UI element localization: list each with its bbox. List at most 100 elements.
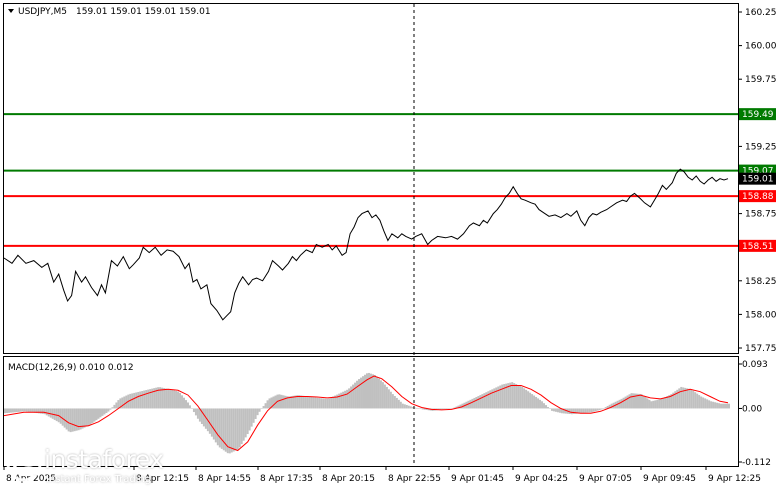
macd-histogram-bar	[439, 408, 442, 410]
macd-histogram-bar	[501, 384, 504, 409]
level-tag-label: 158.51	[742, 242, 774, 252]
macd-histogram-bar	[43, 408, 46, 415]
macd-histogram-bar	[47, 408, 50, 417]
macd-histogram-bar	[200, 408, 203, 424]
logo-icon	[6, 446, 42, 482]
macd-histogram-bar	[487, 391, 490, 409]
macd-histogram-bar	[214, 408, 217, 443]
level-tag-label: 158.88	[742, 192, 774, 202]
macd-histogram-bar	[690, 389, 693, 409]
macd-histogram-bar	[165, 388, 168, 409]
price-panel[interactable]	[3, 3, 739, 354]
macd-histogram-bar	[640, 394, 643, 409]
macd-histogram-bar	[177, 391, 180, 409]
macd-histogram-bar	[389, 391, 392, 409]
macd-histogram-bar	[531, 394, 534, 409]
macd-histogram-bar	[208, 408, 211, 434]
macd-histogram-bar	[151, 388, 154, 409]
macd-histogram-bar	[63, 408, 66, 428]
macd-histogram-bar	[252, 408, 255, 423]
macd-histogram-bar	[290, 396, 293, 409]
price-tick-label: 157.75	[745, 344, 777, 354]
macd-histogram-bar	[391, 394, 394, 409]
macd-histogram-bar	[385, 386, 388, 409]
macd-histogram-bar	[674, 391, 677, 409]
macd-histogram-bar	[103, 408, 106, 415]
macd-histogram-bar	[23, 408, 26, 412]
macd-histogram-bar	[706, 399, 709, 409]
macd-histogram-bar	[188, 405, 191, 409]
macd-histogram-bar	[401, 403, 404, 409]
macd-histogram-bar	[37, 408, 40, 414]
macd-histogram-bar	[7, 408, 10, 413]
macd-histogram-bar	[664, 396, 667, 409]
macd-histogram-bar	[175, 391, 178, 409]
macd-histogram-bar	[147, 389, 150, 409]
macd-panel[interactable]	[3, 356, 739, 467]
macd-histogram-bar	[310, 396, 313, 409]
macd-histogram-bar	[381, 382, 384, 409]
macd-histogram-bar	[437, 408, 440, 410]
macd-histogram-bar	[159, 387, 162, 409]
macd-histogram-bar	[234, 408, 237, 451]
macd-histogram-bar	[471, 398, 474, 409]
macd-histogram-bar	[445, 408, 448, 410]
macd-histogram-bar	[83, 408, 86, 428]
macd-histogram-bar	[204, 408, 207, 429]
macd-histogram-bar	[328, 398, 331, 409]
macd-histogram-bar	[304, 396, 307, 409]
macd-histogram-bar	[198, 408, 201, 422]
macd-histogram-bar	[560, 408, 563, 414]
macd-histogram-bar	[87, 408, 90, 426]
macd-histogram-bar	[97, 408, 100, 419]
macd-histogram-bar	[483, 393, 486, 409]
macd-histogram-bar	[264, 403, 267, 409]
macd-histogram-bar	[714, 402, 717, 409]
macd-histogram-bar	[467, 400, 470, 409]
macd-histogram-bar	[527, 391, 530, 409]
macd-histogram-bar	[360, 377, 363, 409]
macd-histogram-bar	[163, 388, 166, 409]
macd-histogram-bar	[171, 390, 174, 409]
macd-histogram-bar	[274, 395, 277, 409]
macd-histogram-bar	[539, 399, 542, 409]
macd-histogram-bar	[369, 373, 372, 409]
macd-histogram-bar	[495, 387, 498, 409]
macd-histogram-bar	[642, 395, 645, 409]
macd-histogram-bar	[89, 408, 92, 425]
macd-histogram-bar	[554, 408, 557, 412]
macd-histogram-bar	[362, 376, 365, 409]
macd-histogram-bar	[453, 407, 456, 409]
macd-histogram-bar	[646, 398, 649, 409]
macd-histogram-bar	[473, 397, 476, 409]
macd-histogram-bar	[73, 408, 76, 432]
macd-histogram-bar	[13, 408, 16, 413]
macd-histogram-bar	[248, 408, 251, 431]
macd-histogram-bar	[298, 395, 301, 409]
macd-histogram-bar	[670, 394, 673, 409]
level-tags: 159.49 159.07 158.88 158.51 159.01	[739, 108, 776, 252]
triangle-down-icon[interactable]	[8, 9, 14, 13]
macd-histogram-bar	[574, 408, 577, 414]
macd-histogram-bar	[79, 408, 82, 430]
time-tick-label: 8 Apr 12:15	[136, 474, 189, 484]
macd-histogram-bar	[238, 408, 241, 448]
macd-histogram-bar	[517, 385, 520, 409]
macd-histogram-bar	[308, 396, 311, 409]
macd-histogram-bar	[302, 395, 305, 409]
macd-histogram-bar	[519, 385, 522, 409]
macd-histogram-bar	[630, 393, 633, 409]
macd-histogram-bar	[618, 399, 621, 409]
macd-histogram-bar	[314, 397, 317, 409]
macd-histogram-bar	[272, 396, 275, 409]
symbol-label: USDJPY,M5	[18, 7, 67, 17]
macd-histogram-bar	[718, 403, 721, 409]
macd-histogram-bar	[306, 396, 309, 409]
macd-histogram-bar	[284, 395, 287, 409]
macd-histogram-bar	[240, 408, 243, 445]
macd-histogram-bar	[266, 400, 269, 409]
macd-histogram-bar	[377, 378, 380, 409]
macd-histogram-bar	[698, 395, 701, 409]
macd-histogram-bar	[525, 389, 528, 409]
